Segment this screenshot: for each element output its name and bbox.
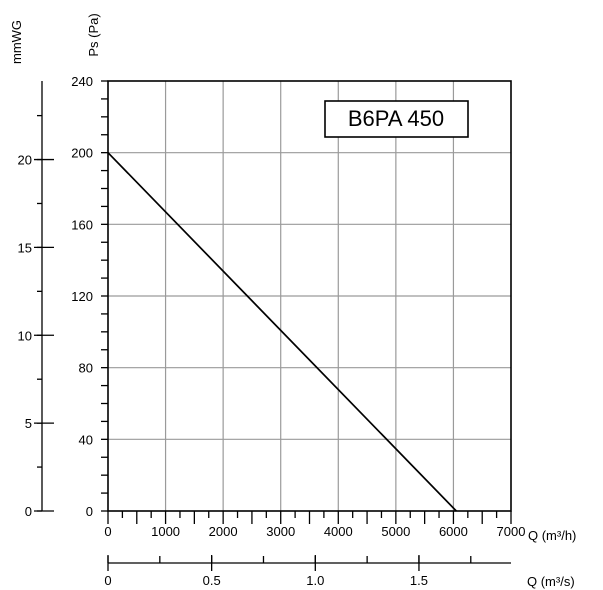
x-tick-label: 5000 — [381, 524, 410, 539]
x-tick-label: 2000 — [209, 524, 238, 539]
secondary-x-tick-label: 0.5 — [203, 573, 221, 588]
y-tick-label: 80 — [79, 361, 93, 376]
y-tick-label: 200 — [71, 146, 93, 161]
series-line-fan-curve — [107, 152, 457, 512]
y-tick-label: 120 — [71, 289, 93, 304]
secondary-x-tick-label: 1.0 — [306, 573, 324, 588]
x-tick-label: 7000 — [497, 524, 526, 539]
x-tick-label: 4000 — [324, 524, 353, 539]
secondary-y-axis-label: mmWG — [9, 20, 24, 64]
axis-labels: 0 1000 2000 3000 4000 5000 6000 700004080120160… — [18, 74, 526, 588]
series-layer — [107, 152, 457, 512]
title-box: B6PA 450 — [324, 100, 469, 138]
secondary-y-tick-label: 0 — [25, 504, 32, 519]
secondary-y-tick-label: 15 — [18, 240, 32, 255]
secondary-x-tick-label: 0 — [104, 573, 111, 588]
x-tick-label: 6000 — [439, 524, 468, 539]
x-tick-label: 1000 — [151, 524, 180, 539]
title-box-border — [324, 100, 469, 138]
grid — [108, 81, 511, 511]
chart-title: B6PA 450 — [348, 106, 444, 131]
secondary-y-tick-label: 20 — [18, 153, 32, 168]
secondary-x-axis-label: Q (m³/s) — [527, 574, 575, 589]
x-axis-label: Q (m³/h) — [528, 528, 576, 543]
secondary-y-tick-label: 5 — [25, 416, 32, 431]
y-tick-label: 40 — [79, 432, 93, 447]
secondary-y-tick-label: 10 — [18, 328, 32, 343]
y-tick-label: 240 — [71, 74, 93, 89]
minor-ticks — [34, 80, 512, 571]
x-tick-label: 3000 — [266, 524, 295, 539]
y-tick-label: 160 — [71, 217, 93, 232]
secondary-x-tick-label: 1.5 — [410, 573, 428, 588]
y-axis-label: Ps (Pa) — [86, 13, 101, 56]
y-tick-label: 0 — [86, 504, 93, 519]
x-tick-label: 0 — [104, 524, 111, 539]
